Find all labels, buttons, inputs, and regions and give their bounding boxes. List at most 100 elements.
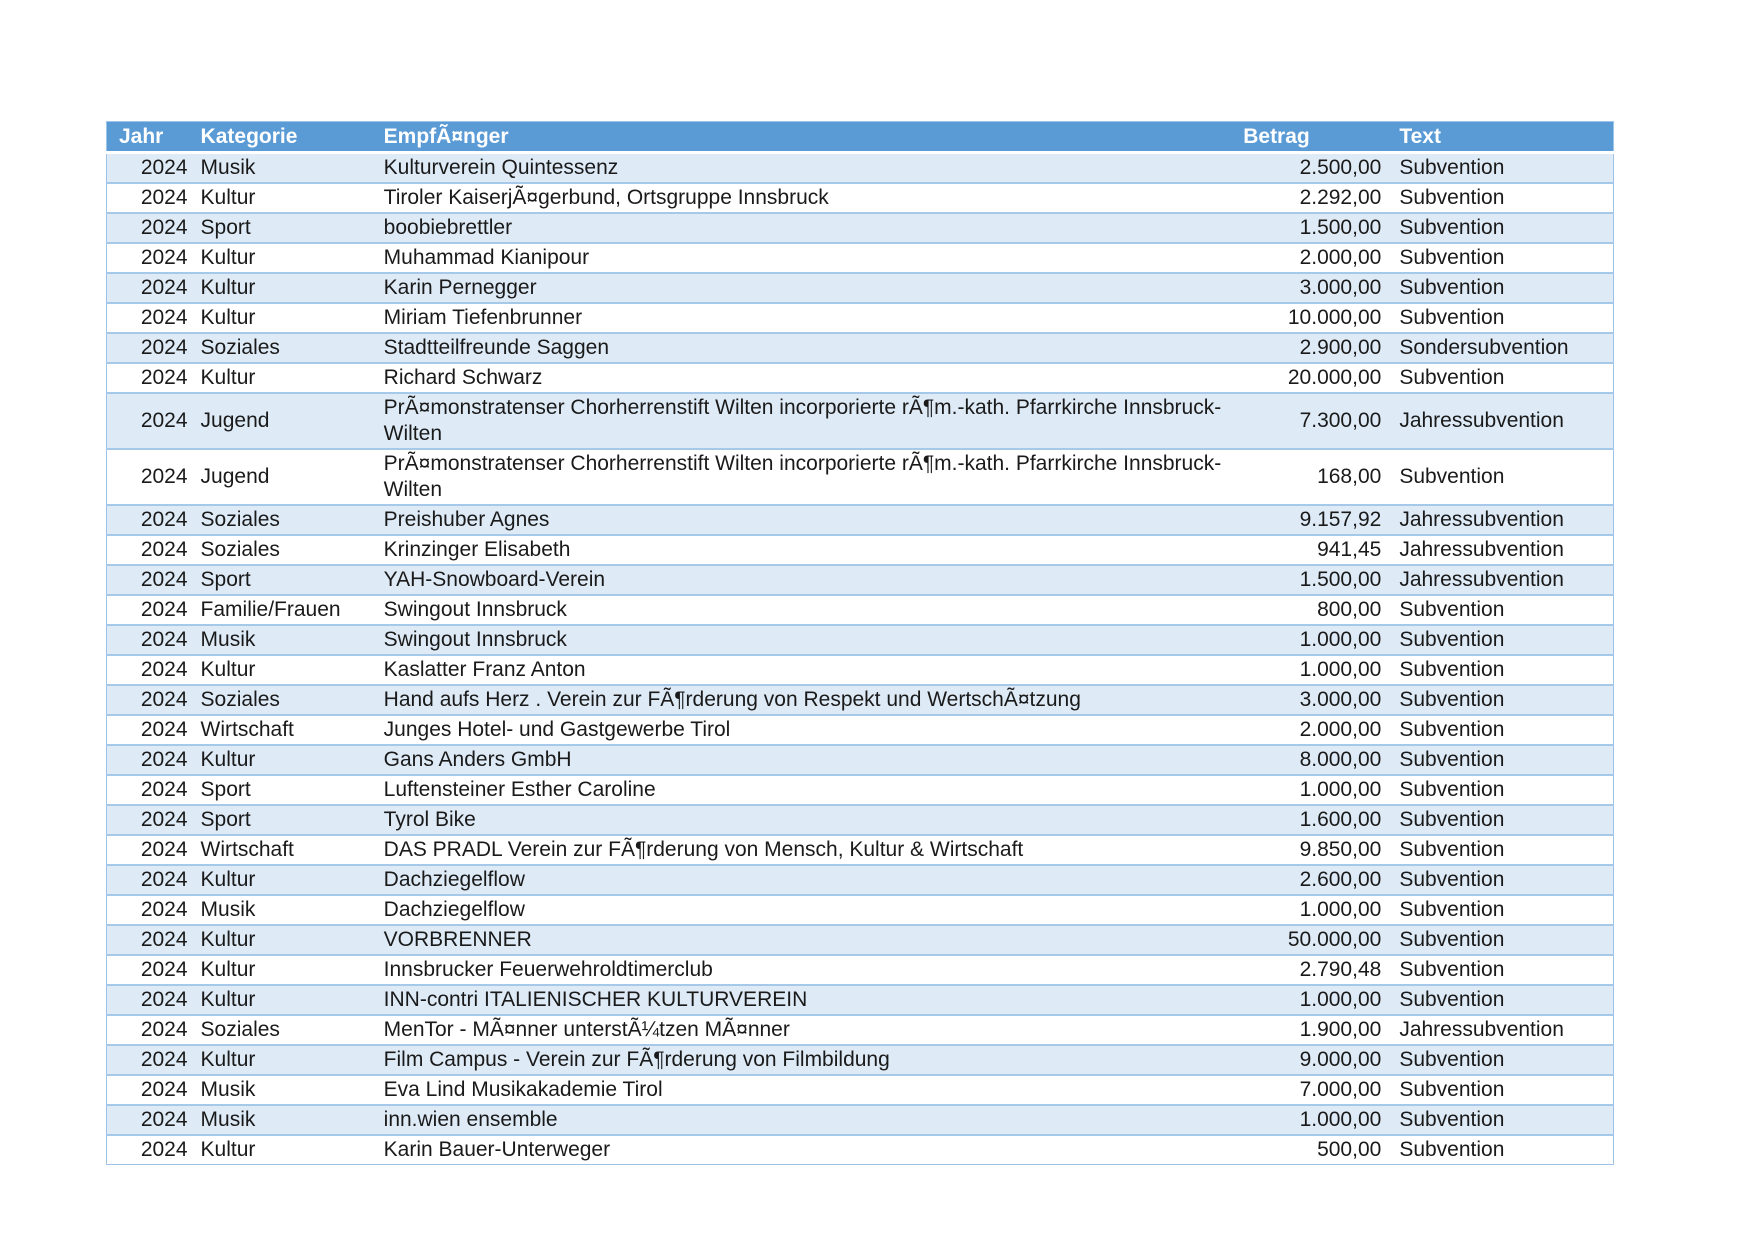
cell-text: Subvention [1389,894,1614,925]
cell-jahr: 2024 [106,984,197,1015]
cell-empfaenger: Gans Anders GmbH [376,744,1238,775]
cell-empfaenger: VORBRENNER [376,924,1238,955]
cell-jahr: 2024 [106,954,197,985]
cell-kategorie: Soziales [196,534,377,565]
cell-text: Subvention [1389,834,1614,865]
table-row: 2024 Kultur Karin Bauer-Unterweger 500,00 Su… [106,1134,1614,1165]
table-row: 2024 Jugend PrÃ¤monstratenser Chorherrenst… [106,392,1614,449]
cell-jahr: 2024 [106,212,197,243]
cell-kategorie: Kultur [196,1134,377,1165]
cell-betrag: 3.000,00 [1237,684,1390,715]
table-row: 2024 Kultur Miriam Tiefenbrunner 10.000,00 S… [106,302,1614,333]
cell-betrag: 1.000,00 [1237,984,1390,1015]
cell-jahr: 2024 [106,1134,197,1165]
cell-empfaenger: Dachziegelflow [376,864,1238,895]
cell-text: Subvention [1389,684,1614,715]
cell-kategorie: Sport [196,564,377,595]
table-row: 2024 Kultur INN-contri ITALIENISCHER KULTU… [106,984,1614,1015]
cell-empfaenger: Junges Hotel- und Gastgewerbe Tirol [376,714,1238,745]
subventionen-table-container: Jahr Kategorie EmpfÃ¤nger Betrag Text 20… [106,121,1614,1165]
cell-jahr: 2024 [106,1104,197,1135]
table-row: 2024 Musik inn.wien ensemble 1.000,00 Subven… [106,1104,1614,1135]
cell-betrag: 2.000,00 [1237,714,1390,745]
cell-text: Subvention [1389,624,1614,655]
cell-jahr: 2024 [106,1044,197,1075]
cell-jahr: 2024 [106,744,197,775]
cell-betrag: 7.000,00 [1237,1074,1390,1105]
cell-betrag: 1.000,00 [1237,1104,1390,1135]
cell-betrag: 9.850,00 [1237,834,1390,865]
column-header-empfaenger: EmpfÃ¤nger [376,121,1238,154]
cell-kategorie: Soziales [196,332,377,363]
cell-kategorie: Jugend [196,392,377,449]
cell-betrag: 1.500,00 [1237,212,1390,243]
cell-text: Jahressubvention [1389,534,1614,565]
cell-kategorie: Kultur [196,1044,377,1075]
cell-text: Jahressubvention [1389,392,1614,449]
cell-empfaenger: Stadtteilfreunde Saggen [376,332,1238,363]
cell-kategorie: Soziales [196,504,377,535]
cell-jahr: 2024 [106,624,197,655]
cell-betrag: 1.000,00 [1237,654,1390,685]
cell-betrag: 500,00 [1237,1134,1390,1165]
cell-betrag: 2.600,00 [1237,864,1390,895]
cell-text: Subvention [1389,182,1614,213]
cell-betrag: 941,45 [1237,534,1390,565]
cell-text: Subvention [1389,242,1614,273]
subventionen-table: Jahr Kategorie EmpfÃ¤nger Betrag Text 20… [106,121,1614,1165]
cell-text: Subvention [1389,362,1614,393]
cell-empfaenger: Kaslatter Franz Anton [376,654,1238,685]
cell-text: Subvention [1389,954,1614,985]
cell-jahr: 2024 [106,332,197,363]
cell-text: Subvention [1389,448,1614,505]
cell-betrag: 8.000,00 [1237,744,1390,775]
cell-text: Subvention [1389,654,1614,685]
cell-kategorie: Musik [196,894,377,925]
cell-empfaenger: Tyrol Bike [376,804,1238,835]
cell-jahr: 2024 [106,924,197,955]
table-row: 2024 Kultur Tiroler KaiserjÃ¤gerbund, Orts… [106,182,1614,213]
table-row: 2024 Sport boobiebrettler 1.500,00 Subventio… [106,212,1614,243]
cell-text: Subvention [1389,1074,1614,1105]
cell-jahr: 2024 [106,534,197,565]
cell-text: Subvention [1389,302,1614,333]
cell-empfaenger: Dachziegelflow [376,894,1238,925]
cell-betrag: 50.000,00 [1237,924,1390,955]
table-row: 2024 Musik Kulturverein Quintessenz 2.500,0… [106,152,1614,183]
cell-kategorie: Soziales [196,1014,377,1045]
cell-empfaenger: Miriam Tiefenbrunner [376,302,1238,333]
cell-empfaenger: DAS PRADL Verein zur FÃ¶rderung von Mens… [376,834,1238,865]
cell-empfaenger: Swingout Innsbruck [376,594,1238,625]
cell-kategorie: Sport [196,774,377,805]
cell-empfaenger: boobiebrettler [376,212,1238,243]
cell-betrag: 2.292,00 [1237,182,1390,213]
table-row: 2024 Soziales Hand aufs Herz . Verein zur … [106,684,1614,715]
cell-jahr: 2024 [106,362,197,393]
cell-empfaenger: Tiroler KaiserjÃ¤gerbund, Ortsgruppe Inn… [376,182,1238,213]
cell-jahr: 2024 [106,392,197,449]
table-body: 2024 Musik Kulturverein Quintessenz 2.500,0… [106,152,1614,1165]
cell-kategorie: Kultur [196,984,377,1015]
table-row: 2024 Soziales Preishuber Agnes 9.157,92 Jahr… [106,504,1614,535]
cell-betrag: 1.000,00 [1237,774,1390,805]
cell-empfaenger: Preishuber Agnes [376,504,1238,535]
cell-text: Subvention [1389,152,1614,183]
table-row: 2024 Soziales Stadtteilfreunde Saggen 2.900… [106,332,1614,363]
cell-kategorie: Sport [196,804,377,835]
cell-kategorie: Kultur [196,924,377,955]
cell-text: Subvention [1389,984,1614,1015]
table-row: 2024 Sport Luftensteiner Esther Caroline 1.… [106,774,1614,805]
cell-betrag: 1.500,00 [1237,564,1390,595]
cell-betrag: 1.900,00 [1237,1014,1390,1045]
cell-text: Subvention [1389,924,1614,955]
cell-jahr: 2024 [106,1074,197,1105]
table-row: 2024 Jugend PrÃ¤monstratenser Chorherrenst… [106,448,1614,505]
table-row: 2024 Wirtschaft DAS PRADL Verein zur FÃ¶rd… [106,834,1614,865]
table-row: 2024 Kultur Gans Anders GmbH 8.000,00 Subven… [106,744,1614,775]
cell-kategorie: Kultur [196,302,377,333]
cell-betrag: 2.500,00 [1237,152,1390,183]
cell-empfaenger: Hand aufs Herz . Verein zur FÃ¶rderung v… [376,684,1238,715]
cell-empfaenger: Karin Pernegger [376,272,1238,303]
cell-jahr: 2024 [106,242,197,273]
cell-jahr: 2024 [106,594,197,625]
